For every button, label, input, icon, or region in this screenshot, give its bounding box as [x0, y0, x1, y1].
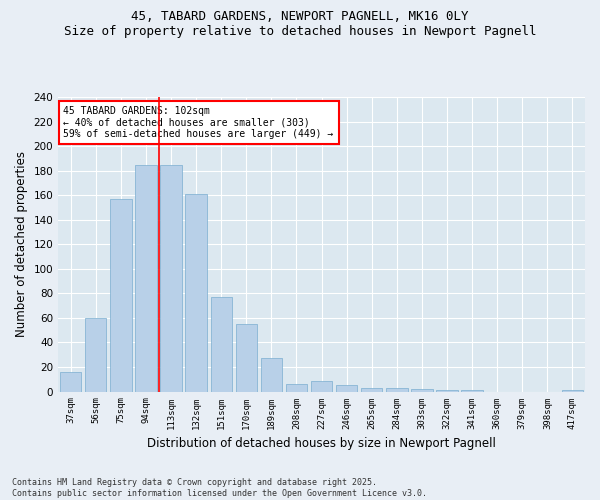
Bar — [311, 380, 332, 392]
Bar — [286, 384, 307, 392]
Bar — [386, 388, 407, 392]
Bar — [411, 389, 433, 392]
Bar — [562, 390, 583, 392]
Bar — [461, 390, 483, 392]
X-axis label: Distribution of detached houses by size in Newport Pagnell: Distribution of detached houses by size … — [147, 437, 496, 450]
Bar — [236, 324, 257, 392]
Bar — [110, 199, 131, 392]
Bar — [261, 358, 282, 392]
Bar — [436, 390, 458, 392]
Bar — [136, 164, 157, 392]
Bar — [85, 318, 106, 392]
Y-axis label: Number of detached properties: Number of detached properties — [15, 152, 28, 338]
Bar — [336, 386, 358, 392]
Bar — [60, 372, 82, 392]
Bar — [185, 194, 207, 392]
Text: Contains HM Land Registry data © Crown copyright and database right 2025.
Contai: Contains HM Land Registry data © Crown c… — [12, 478, 427, 498]
Bar — [211, 297, 232, 392]
Bar — [160, 164, 182, 392]
Bar — [361, 388, 382, 392]
Text: 45 TABARD GARDENS: 102sqm
← 40% of detached houses are smaller (303)
59% of semi: 45 TABARD GARDENS: 102sqm ← 40% of detac… — [64, 106, 334, 139]
Text: 45, TABARD GARDENS, NEWPORT PAGNELL, MK16 0LY
Size of property relative to detac: 45, TABARD GARDENS, NEWPORT PAGNELL, MK1… — [64, 10, 536, 38]
